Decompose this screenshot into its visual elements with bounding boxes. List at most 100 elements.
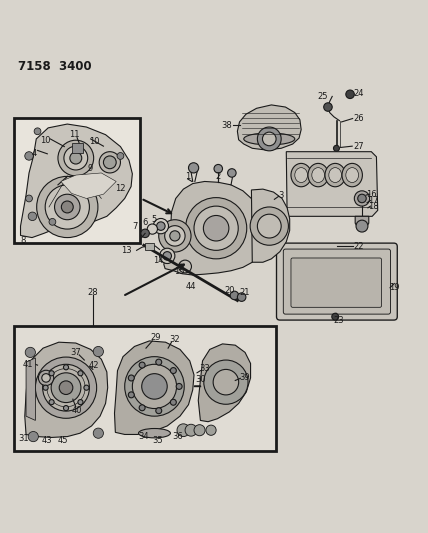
Text: 24: 24 — [354, 88, 364, 98]
Circle shape — [170, 368, 176, 374]
Text: 2: 2 — [216, 172, 221, 181]
Circle shape — [179, 260, 191, 273]
Circle shape — [25, 348, 36, 358]
FancyBboxPatch shape — [276, 243, 397, 320]
Circle shape — [141, 229, 149, 238]
Circle shape — [117, 152, 124, 159]
Text: 30: 30 — [195, 375, 206, 384]
Text: 11: 11 — [69, 130, 80, 139]
Ellipse shape — [308, 164, 328, 187]
Circle shape — [28, 432, 39, 442]
Circle shape — [153, 219, 169, 234]
Circle shape — [63, 365, 68, 370]
Circle shape — [37, 176, 98, 238]
Circle shape — [185, 198, 247, 259]
Text: 9: 9 — [87, 164, 92, 173]
Ellipse shape — [139, 429, 170, 438]
Circle shape — [104, 156, 116, 169]
Circle shape — [206, 425, 216, 435]
Circle shape — [34, 128, 41, 135]
Text: 41: 41 — [23, 360, 33, 369]
Circle shape — [250, 207, 288, 245]
Text: 6: 6 — [142, 218, 147, 227]
Circle shape — [26, 195, 33, 202]
Circle shape — [185, 424, 197, 436]
Polygon shape — [21, 124, 132, 238]
Text: 20: 20 — [224, 286, 235, 295]
Circle shape — [51, 373, 81, 402]
Circle shape — [43, 364, 89, 411]
Polygon shape — [286, 152, 378, 216]
Circle shape — [42, 374, 50, 382]
Text: 42: 42 — [89, 361, 99, 370]
Text: 34: 34 — [139, 432, 149, 441]
Circle shape — [238, 293, 246, 301]
Circle shape — [99, 152, 120, 173]
Circle shape — [214, 165, 223, 173]
Circle shape — [230, 291, 239, 300]
FancyBboxPatch shape — [145, 243, 154, 250]
FancyBboxPatch shape — [283, 249, 390, 314]
Text: 45: 45 — [58, 437, 68, 446]
Polygon shape — [238, 105, 301, 150]
Circle shape — [176, 383, 182, 390]
Circle shape — [43, 385, 48, 390]
Ellipse shape — [325, 164, 345, 187]
Circle shape — [170, 231, 180, 241]
Text: 23: 23 — [333, 317, 344, 326]
Circle shape — [128, 392, 134, 398]
Text: 13: 13 — [122, 246, 132, 255]
Polygon shape — [115, 341, 194, 434]
Text: 29: 29 — [150, 334, 160, 342]
Circle shape — [177, 424, 190, 437]
Circle shape — [156, 408, 162, 414]
Circle shape — [58, 140, 94, 176]
Circle shape — [93, 428, 104, 438]
Circle shape — [332, 313, 339, 320]
Circle shape — [84, 385, 89, 390]
Text: 1: 1 — [185, 172, 190, 181]
Circle shape — [36, 357, 97, 418]
Text: 40: 40 — [72, 406, 82, 415]
Text: 7158  3400: 7158 3400 — [18, 60, 92, 73]
Polygon shape — [61, 173, 116, 198]
Text: 27: 27 — [353, 142, 364, 151]
Text: 10: 10 — [89, 138, 99, 147]
Text: 33: 33 — [199, 364, 210, 373]
Text: 8: 8 — [21, 236, 26, 245]
Polygon shape — [164, 181, 266, 275]
Ellipse shape — [342, 164, 363, 187]
Circle shape — [25, 152, 33, 160]
Circle shape — [78, 371, 83, 376]
Ellipse shape — [346, 168, 359, 182]
FancyBboxPatch shape — [14, 118, 140, 243]
Circle shape — [156, 359, 162, 365]
Text: 39: 39 — [239, 373, 250, 382]
FancyBboxPatch shape — [14, 326, 276, 451]
Circle shape — [157, 222, 165, 230]
Circle shape — [159, 220, 191, 252]
Text: 32: 32 — [169, 335, 180, 344]
Circle shape — [194, 206, 238, 251]
Circle shape — [194, 425, 205, 436]
Circle shape — [204, 360, 248, 404]
Circle shape — [142, 374, 167, 399]
Text: 21: 21 — [239, 287, 250, 296]
Text: 28: 28 — [87, 287, 98, 296]
Circle shape — [203, 215, 229, 241]
Circle shape — [49, 219, 56, 225]
Text: 38: 38 — [221, 121, 232, 130]
Circle shape — [160, 248, 175, 263]
Ellipse shape — [244, 133, 295, 145]
Circle shape — [188, 163, 199, 173]
Circle shape — [59, 381, 73, 394]
Circle shape — [356, 220, 368, 232]
Text: 3: 3 — [279, 191, 284, 199]
Circle shape — [70, 152, 82, 164]
Text: 5: 5 — [151, 215, 156, 224]
Circle shape — [262, 132, 276, 146]
Circle shape — [132, 364, 177, 408]
Text: 14: 14 — [153, 256, 163, 264]
Circle shape — [257, 214, 281, 238]
Polygon shape — [198, 344, 250, 422]
